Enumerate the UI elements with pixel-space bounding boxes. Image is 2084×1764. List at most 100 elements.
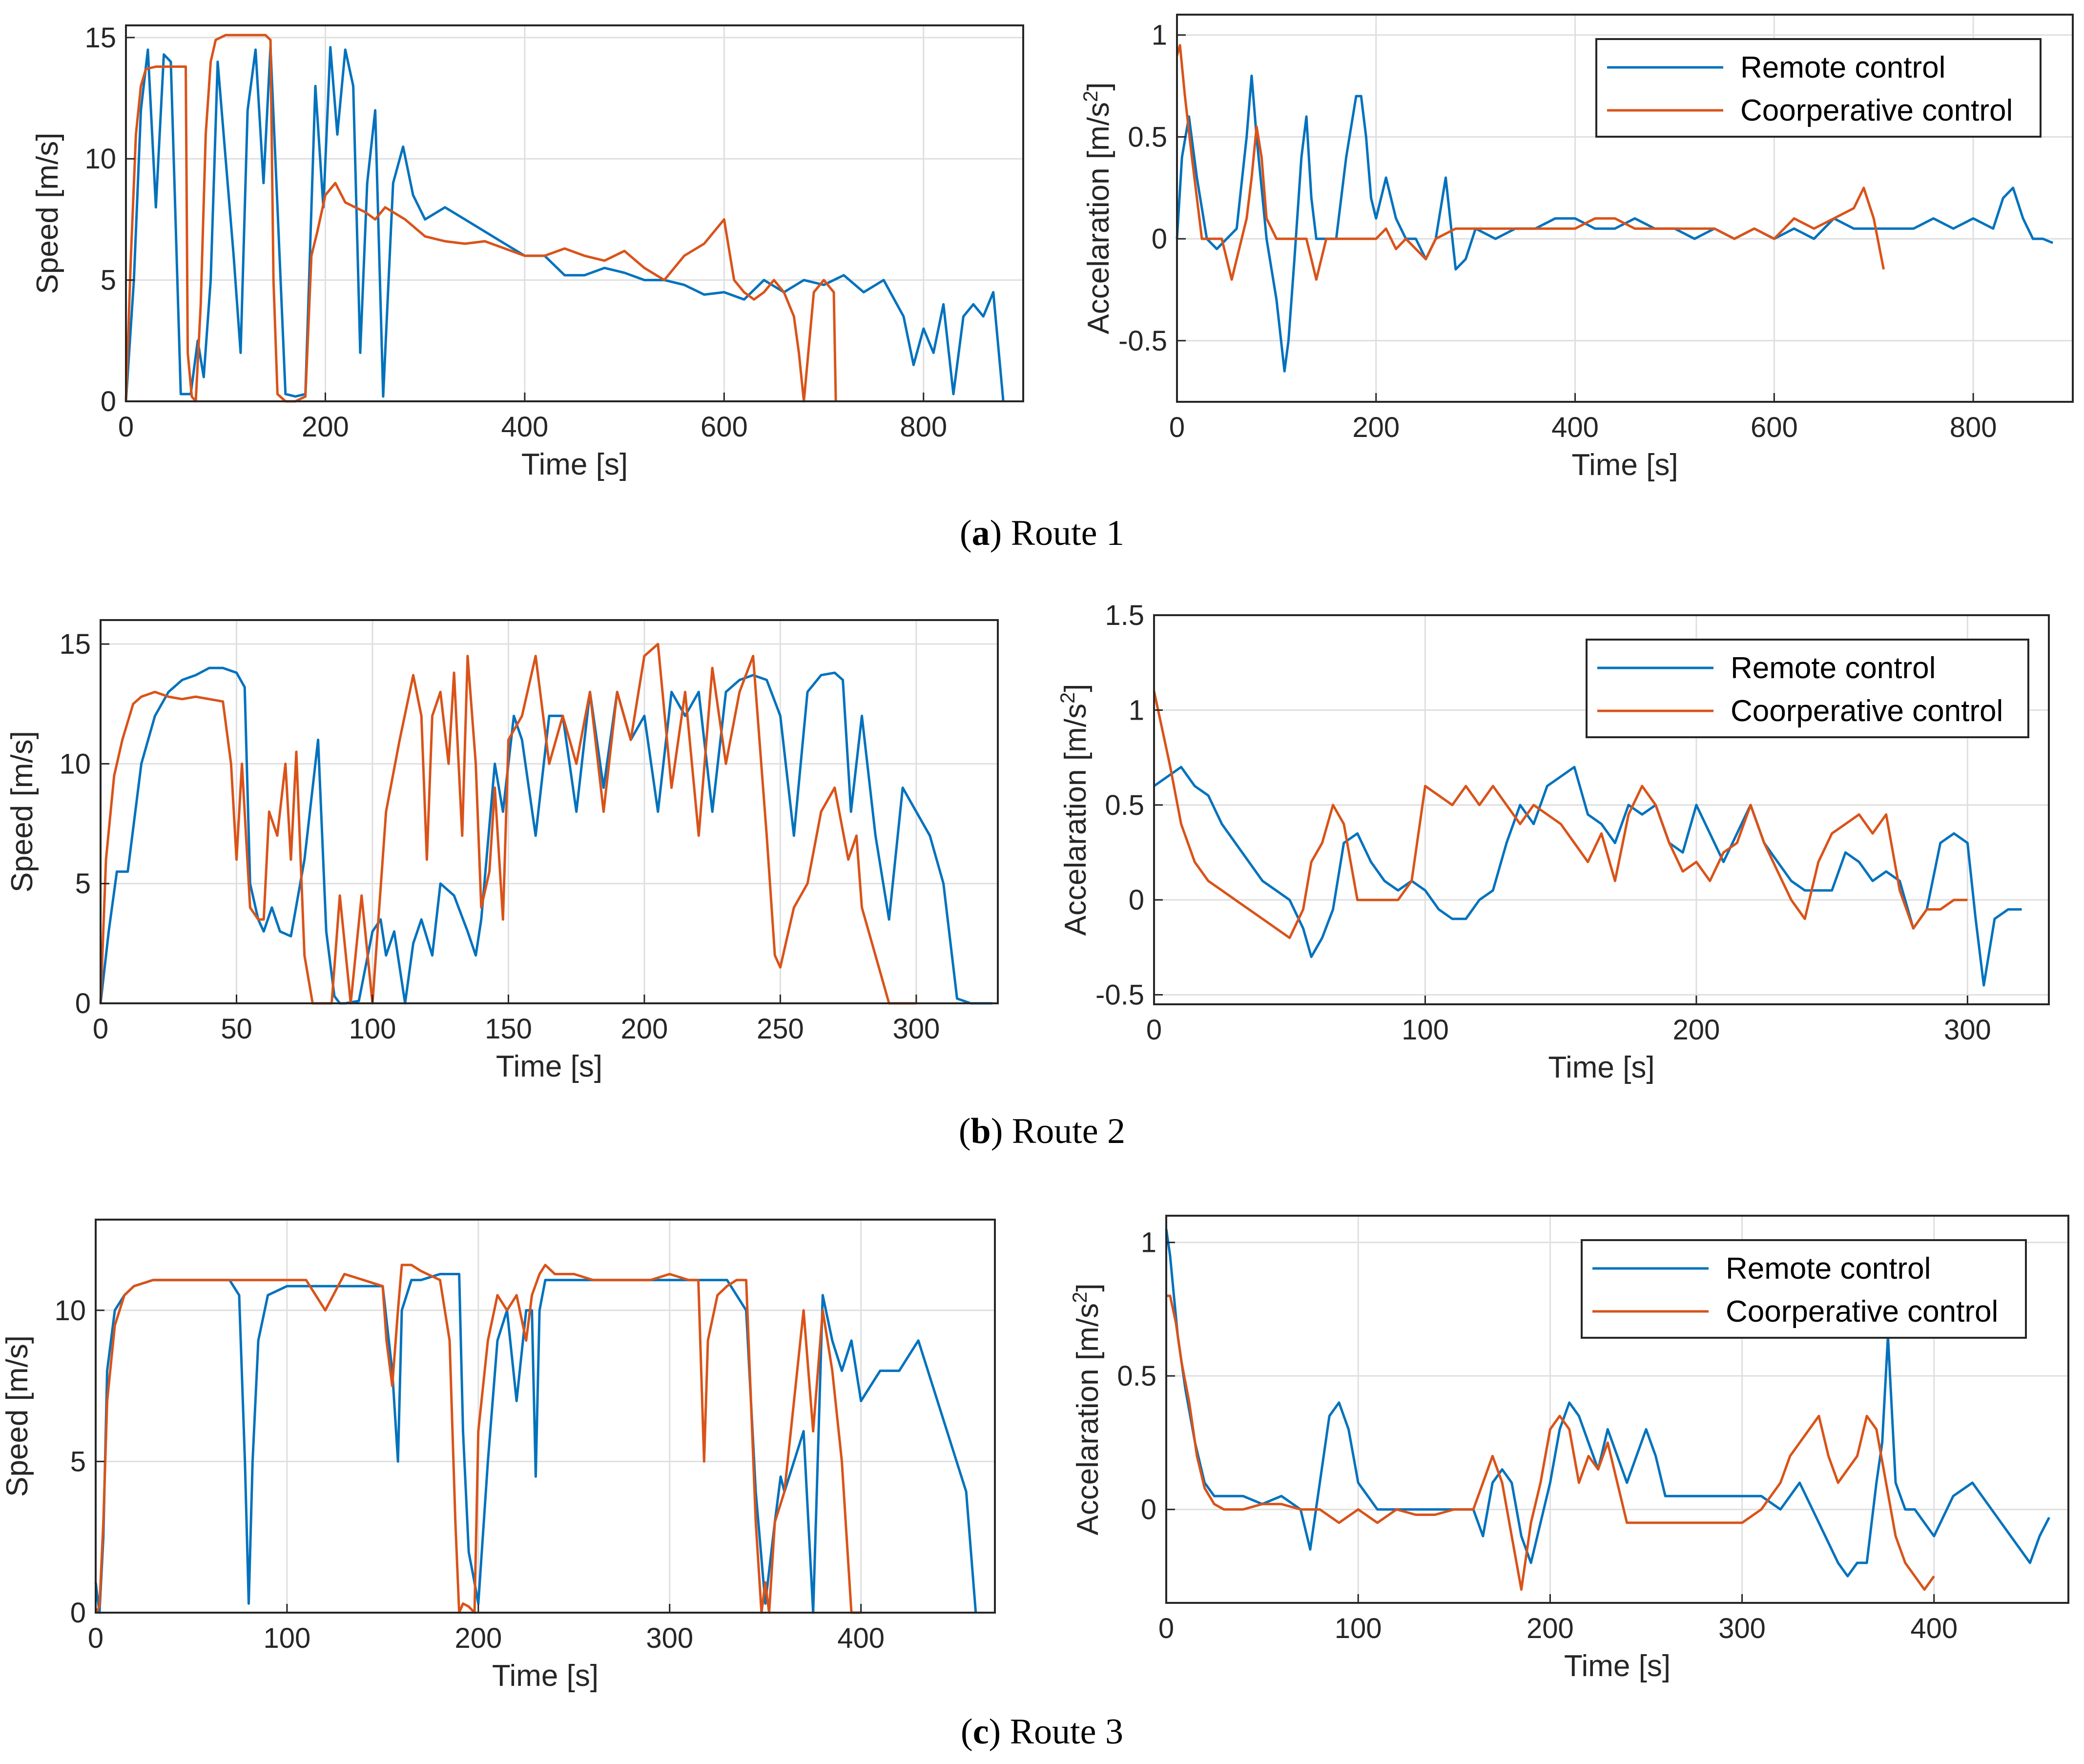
y-tick-label: 1.5 (1105, 600, 1144, 631)
y-tick-label: 10 (84, 143, 116, 175)
legend-label-remote: Remote control (1731, 651, 1936, 685)
x-tick-label: 800 (900, 411, 947, 443)
y-tick-label: 0 (1152, 223, 1167, 255)
y-tick-label: 1 (1141, 1227, 1156, 1259)
x-tick-label: 0 (93, 1013, 108, 1045)
y-tick-label: 5 (70, 1446, 86, 1477)
chart-r3-speed: 0 100 200 300 400 0 5 10 Time [s] Speed [m/s] (0, 1219, 996, 1693)
legend-label-cooperative: Coorperative control (1740, 94, 2013, 127)
x-tick-label: 600 (1751, 412, 1798, 443)
series-line-remote (124, 46, 1005, 402)
x-tick-label: 0 (118, 411, 134, 443)
axes-frame (1165, 1215, 2069, 1604)
series-line-cooperative (99, 643, 916, 1005)
y-tick-label: 10 (59, 748, 91, 780)
legend-label-cooperative: Coorperative control (1731, 694, 2003, 728)
y-tick-label: -0.5 (1095, 979, 1144, 1011)
x-tick-label: 400 (837, 1622, 885, 1654)
x-tick-label: 600 (701, 411, 748, 443)
x-tick-label: 800 (1950, 412, 1997, 443)
x-tick-label: 300 (1718, 1613, 1766, 1644)
y-tick-label: 0.5 (1128, 121, 1167, 153)
axes-frame (100, 619, 999, 1004)
series-line-remote (1176, 74, 2054, 373)
x-tick-label: 200 (302, 411, 349, 443)
caption-route-2: (b) Route 2 (958, 1111, 1126, 1151)
series-line-cooperative (1166, 1294, 1935, 1591)
y-tick-label: 15 (84, 22, 116, 54)
caption-route-1: (a) Route 1 (959, 513, 1125, 553)
x-tick-label: 100 (264, 1622, 311, 1654)
x-axis-label: Time [s] (1548, 1051, 1654, 1084)
axes-frame (1153, 614, 2050, 1005)
axes-frame (1176, 14, 2074, 403)
y-tick-label: 5 (75, 868, 91, 900)
legend-label-remote: Remote control (1726, 1252, 1931, 1286)
x-tick-label: 100 (349, 1013, 396, 1045)
x-tick-label: 100 (1402, 1014, 1449, 1046)
y-tick-label: 10 (54, 1295, 86, 1327)
chart-r1-accel: 0 200 400 600 800 -0.5 0 0.5 1 Time [s] Accelarati… (1079, 14, 2074, 482)
chart-r3-accel: 0 100 200 300 400 0 0.5 1 Time [s] Accelaration [… (1068, 1215, 2069, 1683)
y-tick-label: 0 (70, 1597, 86, 1629)
x-axis-label: Time [s] (1571, 448, 1678, 482)
series-line-remote (99, 666, 992, 1005)
x-tick-label: 200 (454, 1622, 502, 1654)
y-tick-label: 0.5 (1117, 1360, 1156, 1392)
legend-box (1586, 639, 2029, 738)
x-tick-label: 50 (221, 1013, 252, 1045)
legend-box (1581, 1239, 2027, 1339)
x-tick-label: 400 (501, 411, 548, 443)
x-tick-label: 400 (1551, 412, 1599, 443)
caption-route-3: (c) Route 3 (961, 1712, 1123, 1752)
axes-frame (95, 1219, 996, 1614)
y-tick-label: 1 (1152, 20, 1167, 51)
x-tick-label: 300 (1944, 1014, 1991, 1046)
y-axis-label: Accelaration [m/s2] (1079, 82, 1116, 334)
legend: Remote control Coorperative control (1581, 1239, 2027, 1339)
y-tick-label: 5 (101, 265, 116, 296)
series-line-remote (1165, 1228, 2050, 1577)
x-tick-label: 300 (893, 1013, 940, 1045)
y-axis-label: Speed [m/s] (5, 731, 39, 892)
x-axis-label: Time [s] (1564, 1649, 1671, 1683)
x-tick-label: 400 (1910, 1613, 1958, 1644)
series-line-remote (1153, 766, 2022, 987)
legend: Remote control Coorperative control (1586, 639, 2029, 738)
x-tick-label: 250 (757, 1013, 804, 1045)
legend: Remote control Coorperative control (1595, 38, 2042, 138)
y-axis-label: Speed [m/s] (0, 1335, 34, 1497)
x-axis-label: Time [s] (492, 1659, 598, 1693)
y-tick-label: 15 (59, 628, 91, 660)
y-tick-label: -0.5 (1118, 325, 1167, 357)
series-line-cooperative (1176, 44, 1885, 281)
series-line-cooperative (94, 1264, 861, 1614)
legend-label-cooperative: Coorperative control (1726, 1295, 1998, 1328)
plot-area (96, 1220, 995, 1613)
x-tick-label: 200 (621, 1013, 668, 1045)
plot-area (126, 25, 1023, 401)
x-tick-label: 200 (1352, 412, 1400, 443)
series-line-cooperative (1153, 690, 1968, 939)
y-tick-label: 0 (75, 988, 91, 1019)
x-tick-label: 0 (88, 1622, 103, 1654)
y-tick-label: 1 (1129, 694, 1144, 726)
x-tick-label: 100 (1335, 1613, 1382, 1644)
y-tick-label: 0 (101, 386, 116, 417)
x-tick-label: 0 (1158, 1613, 1174, 1644)
x-tick-label: 200 (1527, 1613, 1574, 1644)
y-axis-label: Accelaration [m/s2] (1056, 684, 1093, 935)
y-tick-label: 0 (1129, 884, 1144, 916)
legend-label-remote: Remote control (1740, 51, 1945, 84)
chart-r1-speed: 0 200 400 600 800 0 5 10 15 Time [s] Speed [m/s] (31, 22, 1024, 481)
chart-r2-speed: 0 50 100 150 200 250 300 0 5 10 15 Time [s] Speed [m… (5, 619, 999, 1083)
axes-frame (125, 24, 1024, 402)
plot-area (101, 620, 998, 1003)
y-axis-label: Accelaration [m/s2] (1068, 1283, 1105, 1535)
x-axis-label: Time [s] (496, 1050, 602, 1083)
x-tick-label: 0 (1169, 412, 1185, 443)
x-tick-label: 0 (1146, 1014, 1162, 1046)
y-axis-label: Speed [m/s] (31, 133, 64, 294)
